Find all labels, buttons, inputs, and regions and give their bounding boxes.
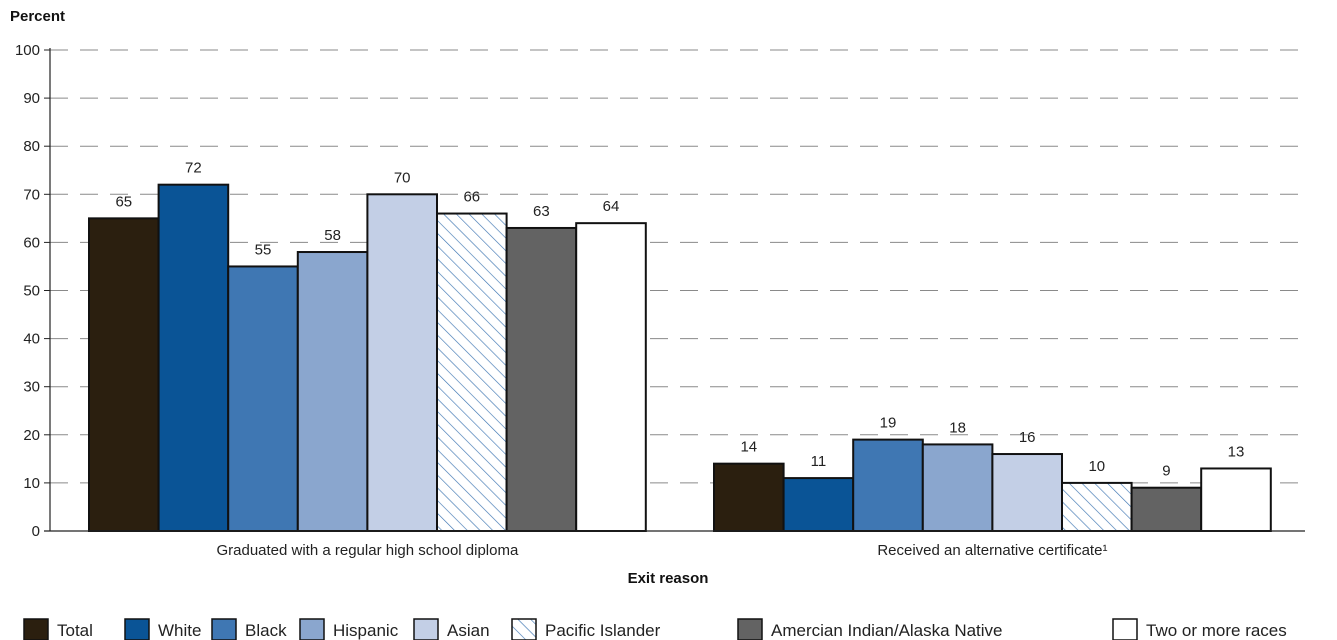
bar-total	[713, 462, 785, 532]
y-tick-label: 30	[23, 379, 40, 396]
bar-total	[88, 217, 160, 532]
legend-swatch	[299, 618, 325, 640]
category-labels: Graduated with a regular high school dip…	[216, 542, 1107, 559]
data-label: 14	[740, 439, 757, 456]
data-label: 9	[1162, 463, 1170, 480]
bar-white	[157, 183, 230, 532]
legend-swatch	[413, 618, 439, 640]
legend-label: White	[158, 621, 201, 640]
data-label: 65	[115, 193, 132, 210]
legend-item: Hispanic	[299, 618, 399, 640]
legend-label: Asian	[447, 621, 490, 640]
legend-item: Amercian Indian/Alaska Native	[737, 618, 1003, 640]
bar-two-or-more-races	[575, 222, 647, 532]
y-tick-label: 60	[23, 234, 40, 251]
bar-black	[852, 438, 924, 532]
legend: Total White Black Hispanic Asian Pacific Isla…	[23, 618, 1287, 640]
data-label: 72	[185, 160, 202, 177]
y-tick-label: 50	[23, 283, 40, 300]
y-axis-title: Percent	[10, 8, 65, 25]
data-label: 18	[949, 419, 966, 436]
legend-swatch	[23, 618, 49, 640]
legend-label: Total	[57, 621, 93, 640]
data-label: 63	[533, 203, 550, 220]
data-label: 10	[1088, 458, 1105, 475]
legend-item: Total	[23, 618, 93, 640]
legend-label: Two or more races	[1146, 621, 1287, 640]
data-label: 58	[324, 227, 341, 244]
data-label: 64	[603, 198, 620, 215]
bar-black	[227, 265, 299, 532]
data-label: 70	[394, 169, 411, 186]
y-tick-label: 80	[23, 138, 40, 155]
legend-label: Pacific Islander	[545, 621, 661, 640]
bar-hispanic	[921, 443, 994, 533]
data-label: 55	[255, 241, 272, 258]
legend-item: Black	[211, 618, 287, 640]
data-label: 16	[1019, 429, 1036, 446]
bar-asian	[366, 193, 438, 533]
data-label: 11	[811, 453, 827, 470]
legend-swatch	[124, 618, 150, 640]
bar-amercian-indian-alaska-native	[505, 226, 578, 532]
bar-two-or-more-races	[1200, 467, 1272, 532]
data-label: 66	[463, 189, 480, 206]
category-label: Graduated with a regular high school dip…	[216, 542, 519, 559]
legend-label: Amercian Indian/Alaska Native	[771, 621, 1003, 640]
legend-swatch	[211, 618, 237, 640]
legend-swatch	[737, 618, 763, 640]
legend-item: Two or more races	[1112, 618, 1287, 640]
bar-amercian-indian-alaska-native	[1130, 486, 1203, 532]
bar-pacific-islander	[436, 212, 508, 532]
legend-label: Black	[245, 621, 287, 640]
legend-swatch	[511, 618, 537, 640]
bar-asian	[991, 453, 1064, 533]
y-tick-label: 10	[23, 475, 40, 492]
bar-pacific-islander	[1061, 481, 1133, 532]
data-labels: 65 72 55 58 70 66 63 64 14 11 19 18 16 10 9 13	[115, 160, 1244, 480]
legend-swatch	[1112, 618, 1138, 640]
bar-white	[782, 477, 855, 532]
y-tick-label: 100	[15, 42, 40, 59]
y-tick-label: 40	[23, 331, 40, 348]
y-tick-label: 90	[23, 90, 40, 107]
y-tick-labels: 0 10 20 30 40 50 60 70 80 90 100	[15, 42, 50, 540]
bar-hispanic	[296, 251, 369, 533]
data-label: 19	[880, 415, 897, 432]
bars	[88, 183, 1272, 533]
legend-label: Hispanic	[333, 621, 399, 640]
x-axis-title: Exit reason	[628, 570, 709, 587]
axes	[44, 48, 1305, 532]
legend-item: Asian	[413, 618, 490, 640]
data-label: 13	[1228, 443, 1245, 460]
y-tick-label: 70	[23, 186, 40, 203]
category-label: Received an alternative certificate¹	[877, 542, 1107, 559]
legend-item: Pacific Islander	[511, 618, 661, 640]
y-tick-label: 0	[32, 523, 40, 540]
legend-item: White	[124, 618, 201, 640]
y-tick-label: 20	[23, 427, 40, 444]
